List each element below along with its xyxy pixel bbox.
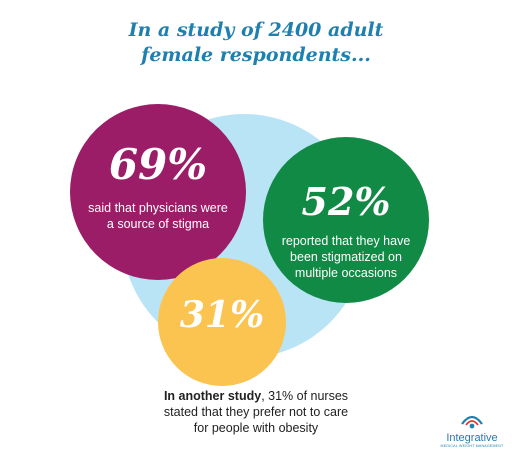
headline-line-1: In a study of 2400 adult bbox=[128, 19, 384, 41]
stat-description-line: said that physicians were bbox=[88, 201, 228, 215]
stat-description-line: been stigmatized on bbox=[290, 250, 402, 264]
logo-mark-icon bbox=[461, 415, 483, 429]
stat-description-line: a source of stigma bbox=[106, 217, 210, 231]
footnote-text: , 31% of nurses bbox=[261, 389, 349, 403]
stat-percent: 52% bbox=[301, 179, 391, 224]
stat-circle-nurses: 31% bbox=[158, 258, 286, 386]
footnote-line-1: In another study, 31% of nurses bbox=[0, 388, 512, 404]
footnote-line-2: stated that they prefer not to care bbox=[163, 405, 349, 419]
footnote-line-3: for people with obesity bbox=[193, 421, 319, 435]
footnote-bold: In another study bbox=[163, 389, 262, 403]
stat-description: said that physicians were a source of st… bbox=[70, 200, 246, 232]
stat-percent: 31% bbox=[179, 294, 265, 336]
stat-description: reported that they have been stigmatized… bbox=[263, 233, 429, 281]
logo-tagline: MEDICAL WEIGHT MANAGEMENT bbox=[440, 444, 504, 448]
stat-circle-physicians: 69% said that physicians were a source o… bbox=[70, 104, 246, 280]
footnote: In another study, 31% of nurses stated t… bbox=[0, 388, 512, 436]
logo-name: Integrative bbox=[446, 432, 498, 444]
stat-circle-multiple-occasions: 52% reported that they have been stigmat… bbox=[263, 137, 429, 303]
stat-description-line: reported that they have bbox=[281, 234, 411, 248]
headline: In a study of 2400 adult female responde… bbox=[0, 18, 512, 68]
logo: Integrative MEDICAL WEIGHT MANAGEMENT bbox=[438, 412, 506, 460]
headline-line-2: female respondents... bbox=[141, 44, 371, 66]
stat-percent: 69% bbox=[108, 140, 208, 189]
stat-description-line: multiple occasions bbox=[294, 266, 398, 280]
